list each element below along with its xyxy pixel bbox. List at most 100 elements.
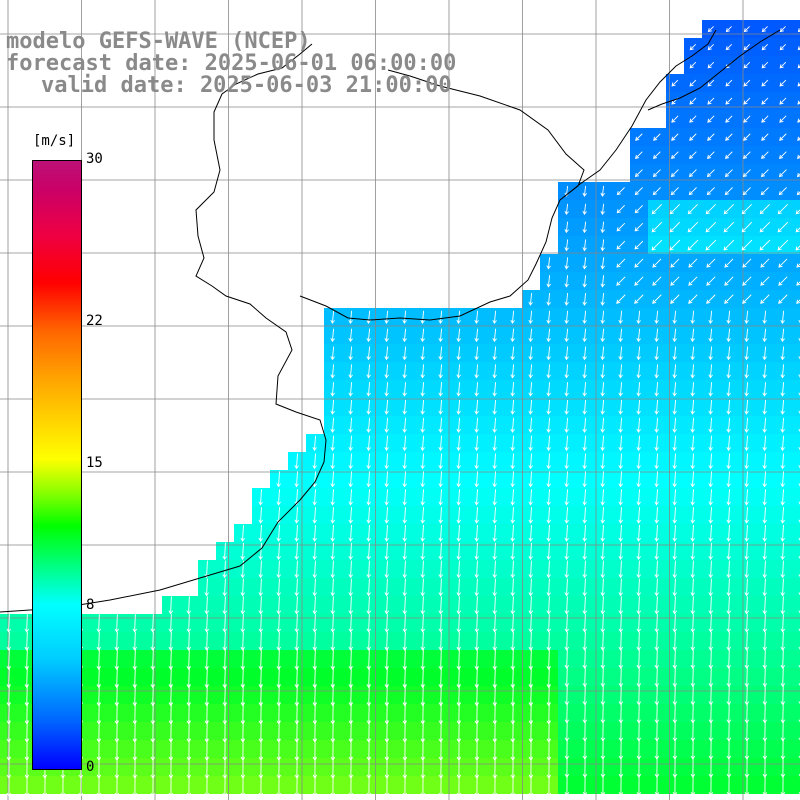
wind-arrow xyxy=(600,471,605,488)
wind-arrow xyxy=(798,410,800,415)
wind-arrow xyxy=(672,578,677,597)
wind-arrow xyxy=(672,560,677,579)
wind-arrow xyxy=(402,453,407,470)
wind-arrow xyxy=(759,239,771,251)
wind-cell xyxy=(792,218,800,236)
wind-arrow xyxy=(795,245,800,251)
wind-arrow xyxy=(654,435,659,452)
wind-arrow xyxy=(474,310,479,324)
wind-arrow xyxy=(564,667,570,688)
wind-arrow xyxy=(723,221,735,233)
wind-arrow xyxy=(366,435,371,452)
wind-arrow xyxy=(670,187,679,196)
wind-arrow xyxy=(690,489,695,506)
wind-arrow xyxy=(690,542,695,561)
wind-arrow xyxy=(564,596,569,615)
wind-arrow xyxy=(600,310,605,324)
wind-arrow xyxy=(762,507,767,524)
wind-arrow xyxy=(294,684,300,707)
wind-arrow xyxy=(742,276,752,286)
wind-arrow xyxy=(708,649,714,670)
wind-arrow xyxy=(743,61,751,69)
wind-arrow xyxy=(780,596,785,615)
wind-arrow xyxy=(492,631,498,651)
wind-cell xyxy=(792,20,800,38)
wind-arrow xyxy=(384,684,390,707)
wind-arrow xyxy=(708,578,713,597)
wind-arrow xyxy=(474,471,479,488)
wind-arrow xyxy=(456,346,461,361)
wind-arrow xyxy=(582,275,587,288)
wind-arrow xyxy=(474,346,479,361)
wind-arrow xyxy=(777,203,789,215)
wind-arrow xyxy=(546,453,551,470)
wind-arrow xyxy=(741,239,753,251)
wind-cell xyxy=(792,290,800,308)
wind-arrow xyxy=(546,292,551,306)
wind-arrow xyxy=(744,346,749,361)
wind-arrow xyxy=(798,392,800,396)
wind-arrow xyxy=(438,507,443,524)
wind-arrow xyxy=(636,685,642,706)
wind-arrow xyxy=(312,631,318,651)
wind-arrow xyxy=(456,542,461,561)
wind-arrow xyxy=(204,578,209,597)
wind-cell xyxy=(792,398,800,416)
wind-arrow xyxy=(510,471,515,488)
wind-arrow xyxy=(600,596,605,615)
wind-arrow xyxy=(654,542,659,561)
wind-arrow xyxy=(798,555,800,560)
wind-arrow xyxy=(474,453,479,470)
wind-arrow xyxy=(618,667,624,688)
wind-arrow xyxy=(707,43,715,51)
wind-arrow xyxy=(653,133,661,141)
wind-arrow xyxy=(528,524,533,542)
wind-arrow xyxy=(779,61,787,69)
wind-arrow xyxy=(671,115,679,123)
wind-arrow xyxy=(456,417,461,433)
wind-arrow xyxy=(366,507,371,524)
wind-arrow xyxy=(186,631,192,651)
wind-arrow xyxy=(618,649,624,670)
wind-arrow xyxy=(582,417,587,433)
wind-arrow xyxy=(634,240,644,250)
wind-arrow xyxy=(634,204,644,214)
wind-arrow xyxy=(778,258,788,268)
wind-arrow xyxy=(742,169,751,178)
wind-arrow xyxy=(780,578,785,597)
wind-arrow xyxy=(636,382,641,397)
wind-arrow xyxy=(744,649,750,670)
wind-arrow xyxy=(258,631,264,651)
wind-arrow xyxy=(690,346,695,361)
wind-arrow xyxy=(366,684,372,707)
wind-arrow xyxy=(654,667,660,688)
wind-arrow xyxy=(618,328,623,343)
wind-arrow xyxy=(150,631,156,651)
wind-arrow xyxy=(456,524,461,542)
wind-arrow xyxy=(616,258,626,268)
wind-arrow xyxy=(600,614,606,633)
wind-arrow xyxy=(276,560,281,579)
wind-arrow xyxy=(669,239,681,251)
wind-arrow xyxy=(492,346,497,361)
wind-arrow xyxy=(600,542,605,561)
wind-arrow xyxy=(276,524,281,542)
wind-arrow xyxy=(672,596,677,615)
wind-arrow xyxy=(564,292,569,306)
wind-arrow xyxy=(672,417,677,433)
wind-arrow xyxy=(672,382,677,397)
wind-arrow xyxy=(689,43,697,51)
wind-arrow xyxy=(24,648,30,671)
wind-arrow xyxy=(510,524,515,542)
wind-arrow xyxy=(366,666,372,689)
wind-arrow xyxy=(618,400,623,415)
wind-arrow xyxy=(366,364,371,379)
wind-arrow xyxy=(762,417,767,433)
colorbar xyxy=(32,160,82,770)
wind-arrow xyxy=(761,115,769,123)
colorbar-tick-label: 30 xyxy=(86,151,103,167)
wind-arrow xyxy=(706,169,715,178)
wind-arrow xyxy=(618,435,623,452)
wind-arrow xyxy=(366,400,371,415)
wind-cell xyxy=(792,164,800,182)
